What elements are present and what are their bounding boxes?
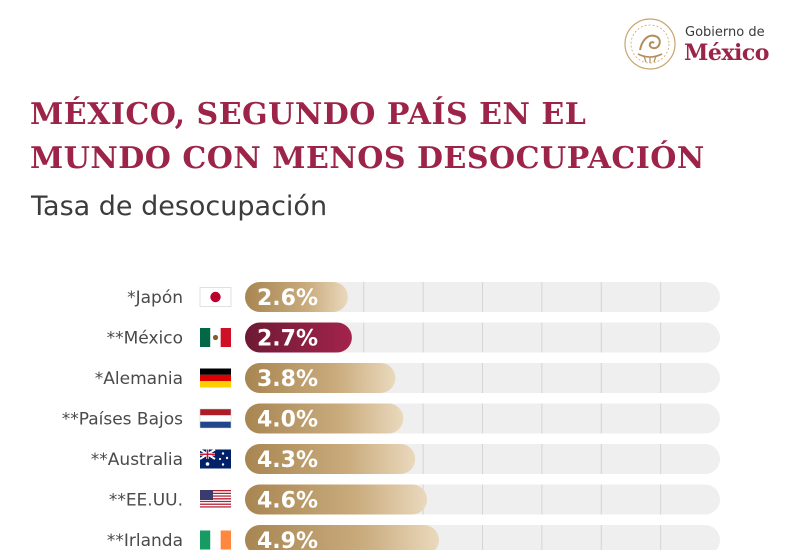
- netherlands-flag-icon: [199, 408, 232, 429]
- value-label: 4.0%: [257, 408, 318, 433]
- page-title: MÉXICO, SEGUNDO PAÍS EN EL MUNDO CON MEN…: [30, 93, 780, 181]
- category-label: **Irlanda: [107, 531, 183, 550]
- germany-flag-icon: [200, 368, 231, 388]
- bar-5: [245, 484, 428, 515]
- category-label: **EE.UU.: [109, 491, 183, 511]
- category-label: **Países Bajos: [62, 410, 183, 430]
- category-label: **México: [107, 329, 183, 349]
- logo-line-mexico: México: [684, 40, 769, 66]
- value-label: 4.6%: [257, 489, 318, 514]
- value-label: 3.8%: [257, 367, 318, 392]
- gobierno-de-mexico-logo: Gobierno de México: [622, 16, 782, 76]
- row-gap: [245, 514, 720, 525]
- ireland-flag-icon: [200, 530, 231, 550]
- bar-2: [245, 363, 396, 393]
- title-line-1: MÉXICO, SEGUNDO PAÍS EN EL: [30, 97, 587, 132]
- logo-line-gobierno: Gobierno de: [685, 25, 765, 40]
- row-gap: [245, 474, 720, 485]
- category-label: **Australia: [91, 450, 183, 470]
- row-gap: [245, 312, 720, 323]
- usa-flag-icon: [200, 490, 231, 509]
- japan-flag-icon: [199, 287, 232, 307]
- value-label: 4.3%: [257, 448, 318, 473]
- bar-6: [245, 525, 439, 550]
- value-label: 4.9%: [257, 529, 318, 550]
- row-gap: [245, 433, 720, 444]
- bar-1: [245, 322, 352, 353]
- bar-3: [245, 403, 404, 434]
- australia-flag-icon: [199, 448, 231, 469]
- unemployment-bar-chart: 2.6% 2.7% 3.8% 4.0% 4.3% 4.6% 4.9% *Japón **Méx…: [62, 282, 720, 550]
- chart-title: Tasa de desocupación: [31, 191, 328, 222]
- category-label: *Alemania: [95, 369, 183, 389]
- bar-0: [245, 282, 348, 312]
- value-label: 2.7%: [257, 327, 318, 352]
- title-line-2: MUNDO CON MENOS DESOCUPACIÓN: [30, 141, 705, 176]
- row-gap: [245, 352, 720, 363]
- value-label: 2.6%: [257, 286, 318, 311]
- row-gap: [245, 393, 720, 404]
- bar-4: [245, 444, 416, 474]
- category-label: *Japón: [127, 288, 183, 308]
- national-seal-icon: [624, 18, 676, 70]
- mexico-flag-icon: [200, 328, 231, 347]
